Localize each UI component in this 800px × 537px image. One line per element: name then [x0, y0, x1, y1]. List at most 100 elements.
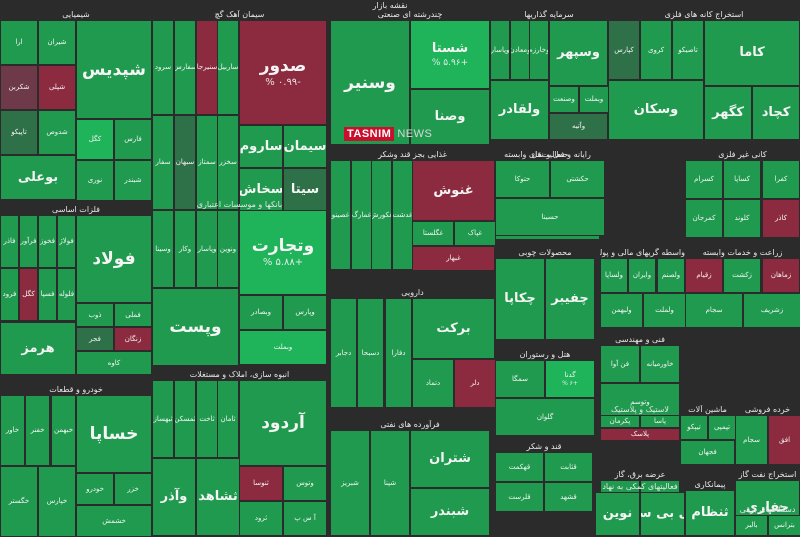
stock-tile[interactable]: شکربن [0, 65, 38, 110]
stock-tile[interactable]: هرمز [0, 322, 76, 375]
stock-tile[interactable]: ثنوسا [239, 466, 283, 501]
stock-tile[interactable]: شپنا [370, 430, 410, 536]
stock-tile[interactable]: کچاد [752, 86, 800, 140]
stock-tile[interactable]: دسبحا [357, 298, 384, 408]
stock-tile[interactable]: خزر [114, 473, 152, 505]
stock-tile[interactable]: آردود [239, 380, 327, 466]
stock-tile[interactable]: زماهان [762, 258, 800, 293]
stock-tile[interactable]: خگستر [0, 466, 38, 537]
stock-tile[interactable]: ولملت [643, 293, 686, 328]
stock-tile[interactable]: دتماد [412, 359, 454, 408]
stock-tile[interactable]: قشهد [544, 482, 593, 512]
stock-tile[interactable]: وتجارت +۵.۸۸ % [239, 210, 327, 295]
stock-tile[interactable]: خساپا [76, 395, 152, 473]
stock-tile[interactable]: ثمسکن [174, 380, 196, 458]
stock-tile[interactable]: ساربیل [217, 20, 239, 115]
stock-tile[interactable]: سرود [152, 20, 174, 115]
stock-tile[interactable]: فن آوا [600, 345, 640, 383]
stock-tile[interactable]: حسینا [495, 198, 605, 236]
stock-tile[interactable]: بالبر [735, 515, 768, 536]
stock-tile[interactable]: کگهر [704, 86, 752, 140]
stock-tile[interactable]: قلرست [495, 482, 544, 512]
stock-tile[interactable]: وسکان [608, 80, 704, 140]
stock-tile[interactable]: شتران [410, 430, 490, 488]
stock-tile[interactable]: فولاد [76, 215, 152, 303]
stock-tile[interactable]: وکار [174, 210, 196, 288]
stock-tile[interactable]: فسپا [38, 268, 57, 321]
stock-tile[interactable]: شبندر [114, 160, 152, 201]
stock-tile[interactable]: گلوان [495, 398, 595, 436]
stock-tile[interactable]: زنگان [114, 327, 152, 351]
stock-tile[interactable]: وایران [628, 258, 656, 293]
stock-tile[interactable]: ونوین [217, 210, 239, 288]
stock-tile[interactable]: وآتیه [549, 113, 608, 140]
stock-tile[interactable]: کسرام [685, 160, 723, 199]
stock-tile[interactable]: وآذر [152, 458, 196, 536]
stock-tile[interactable]: تیپکو [680, 415, 708, 440]
stock-tile[interactable]: افق [768, 415, 800, 465]
stock-tile[interactable]: سنیرجا [196, 20, 218, 115]
stock-tile[interactable]: تاپیکو [0, 110, 38, 155]
stock-tile[interactable]: وپاسار [490, 20, 510, 80]
stock-tile[interactable]: خاور [0, 395, 25, 466]
stock-tile[interactable]: وبملت [239, 330, 327, 365]
stock-tile[interactable]: ذوب [76, 303, 114, 327]
stock-tile[interactable]: وتوسم [600, 383, 680, 421]
stock-tile[interactable]: ولقادر [490, 80, 549, 140]
stock-tile[interactable]: سفار [152, 115, 174, 210]
stock-tile[interactable]: شستا +۵.۹۶ % [410, 20, 490, 89]
stock-tile[interactable]: شبریز [330, 430, 370, 536]
stock-tile[interactable]: ثرود [239, 501, 283, 536]
stock-tile[interactable]: غکورش [371, 160, 392, 270]
stock-tile[interactable]: سیمان [283, 125, 327, 168]
stock-tile[interactable]: وبملت [579, 86, 609, 113]
stock-tile[interactable]: فرود [0, 268, 19, 321]
stock-tile[interactable]: خپارس [38, 466, 76, 537]
stock-tile[interactable]: کاوه [76, 351, 152, 375]
stock-tile[interactable]: بترانس [768, 515, 800, 536]
stock-tile[interactable]: ساروم [239, 125, 283, 168]
stock-tile[interactable]: وسینا [152, 210, 174, 288]
stock-tile[interactable]: پکرمان [600, 415, 640, 428]
stock-tile[interactable]: ولساپا [600, 258, 628, 293]
stock-tile[interactable]: ولصنم [657, 258, 685, 293]
stock-tile[interactable]: کاما [704, 20, 800, 86]
stock-tile[interactable]: وپست [152, 288, 239, 366]
stock-tile[interactable]: چکاپا [495, 258, 545, 340]
stock-tile[interactable]: کفرا [762, 160, 800, 199]
stock-tile[interactable]: زکشت [723, 258, 761, 293]
stock-tile[interactable]: ارا [0, 20, 38, 65]
stock-tile[interactable]: شدوص [38, 110, 76, 155]
stock-tile[interactable]: غبهار [412, 246, 495, 271]
stock-tile[interactable]: وسپهر [549, 20, 608, 86]
stock-tile[interactable]: ثبهساز [152, 380, 174, 458]
stock-tile[interactable]: کپارس [608, 20, 640, 80]
stock-tile[interactable]: برکت [412, 298, 495, 359]
stock-tile[interactable]: کروی [640, 20, 672, 80]
stock-tile[interactable]: ثشاهد [196, 458, 240, 536]
stock-tile[interactable]: شپلی [38, 65, 76, 110]
stock-tile[interactable]: فجهان [680, 440, 735, 465]
stock-tile[interactable]: خاورمیانه [640, 345, 680, 383]
stock-tile[interactable]: غپاک [454, 221, 496, 246]
stock-tile[interactable]: بوعلی [0, 155, 76, 200]
stock-tile[interactable]: قثابت [544, 452, 593, 482]
stock-tile[interactable]: غصینو [330, 160, 351, 270]
stock-tile[interactable]: نوری [76, 160, 114, 201]
stock-tile[interactable]: صدور -۰.۹۹ % [239, 20, 327, 125]
stock-tile[interactable]: وبصادر [239, 295, 283, 330]
stock-tile[interactable]: ولبهمن [600, 293, 643, 328]
stock-tile[interactable]: وپارس [283, 295, 327, 330]
stock-tile[interactable]: سجام [735, 415, 768, 465]
stock-tile[interactable]: غمارگ [351, 160, 372, 270]
stock-tile[interactable]: فملی [114, 303, 152, 327]
stock-tile[interactable]: کگل [76, 119, 114, 160]
stock-tile[interactable]: وخارزم [529, 20, 549, 80]
stock-tile[interactable]: پلاسک [600, 428, 680, 441]
stock-tile[interactable]: زشریف [743, 293, 800, 328]
stock-tile[interactable]: نوین [595, 492, 640, 536]
stock-tile[interactable]: وصنعت [549, 86, 579, 113]
stock-tile[interactable]: ثاخت [196, 380, 218, 458]
stock-tile[interactable]: ومعادن [510, 20, 530, 80]
stock-tile[interactable]: سیتا [283, 168, 327, 211]
